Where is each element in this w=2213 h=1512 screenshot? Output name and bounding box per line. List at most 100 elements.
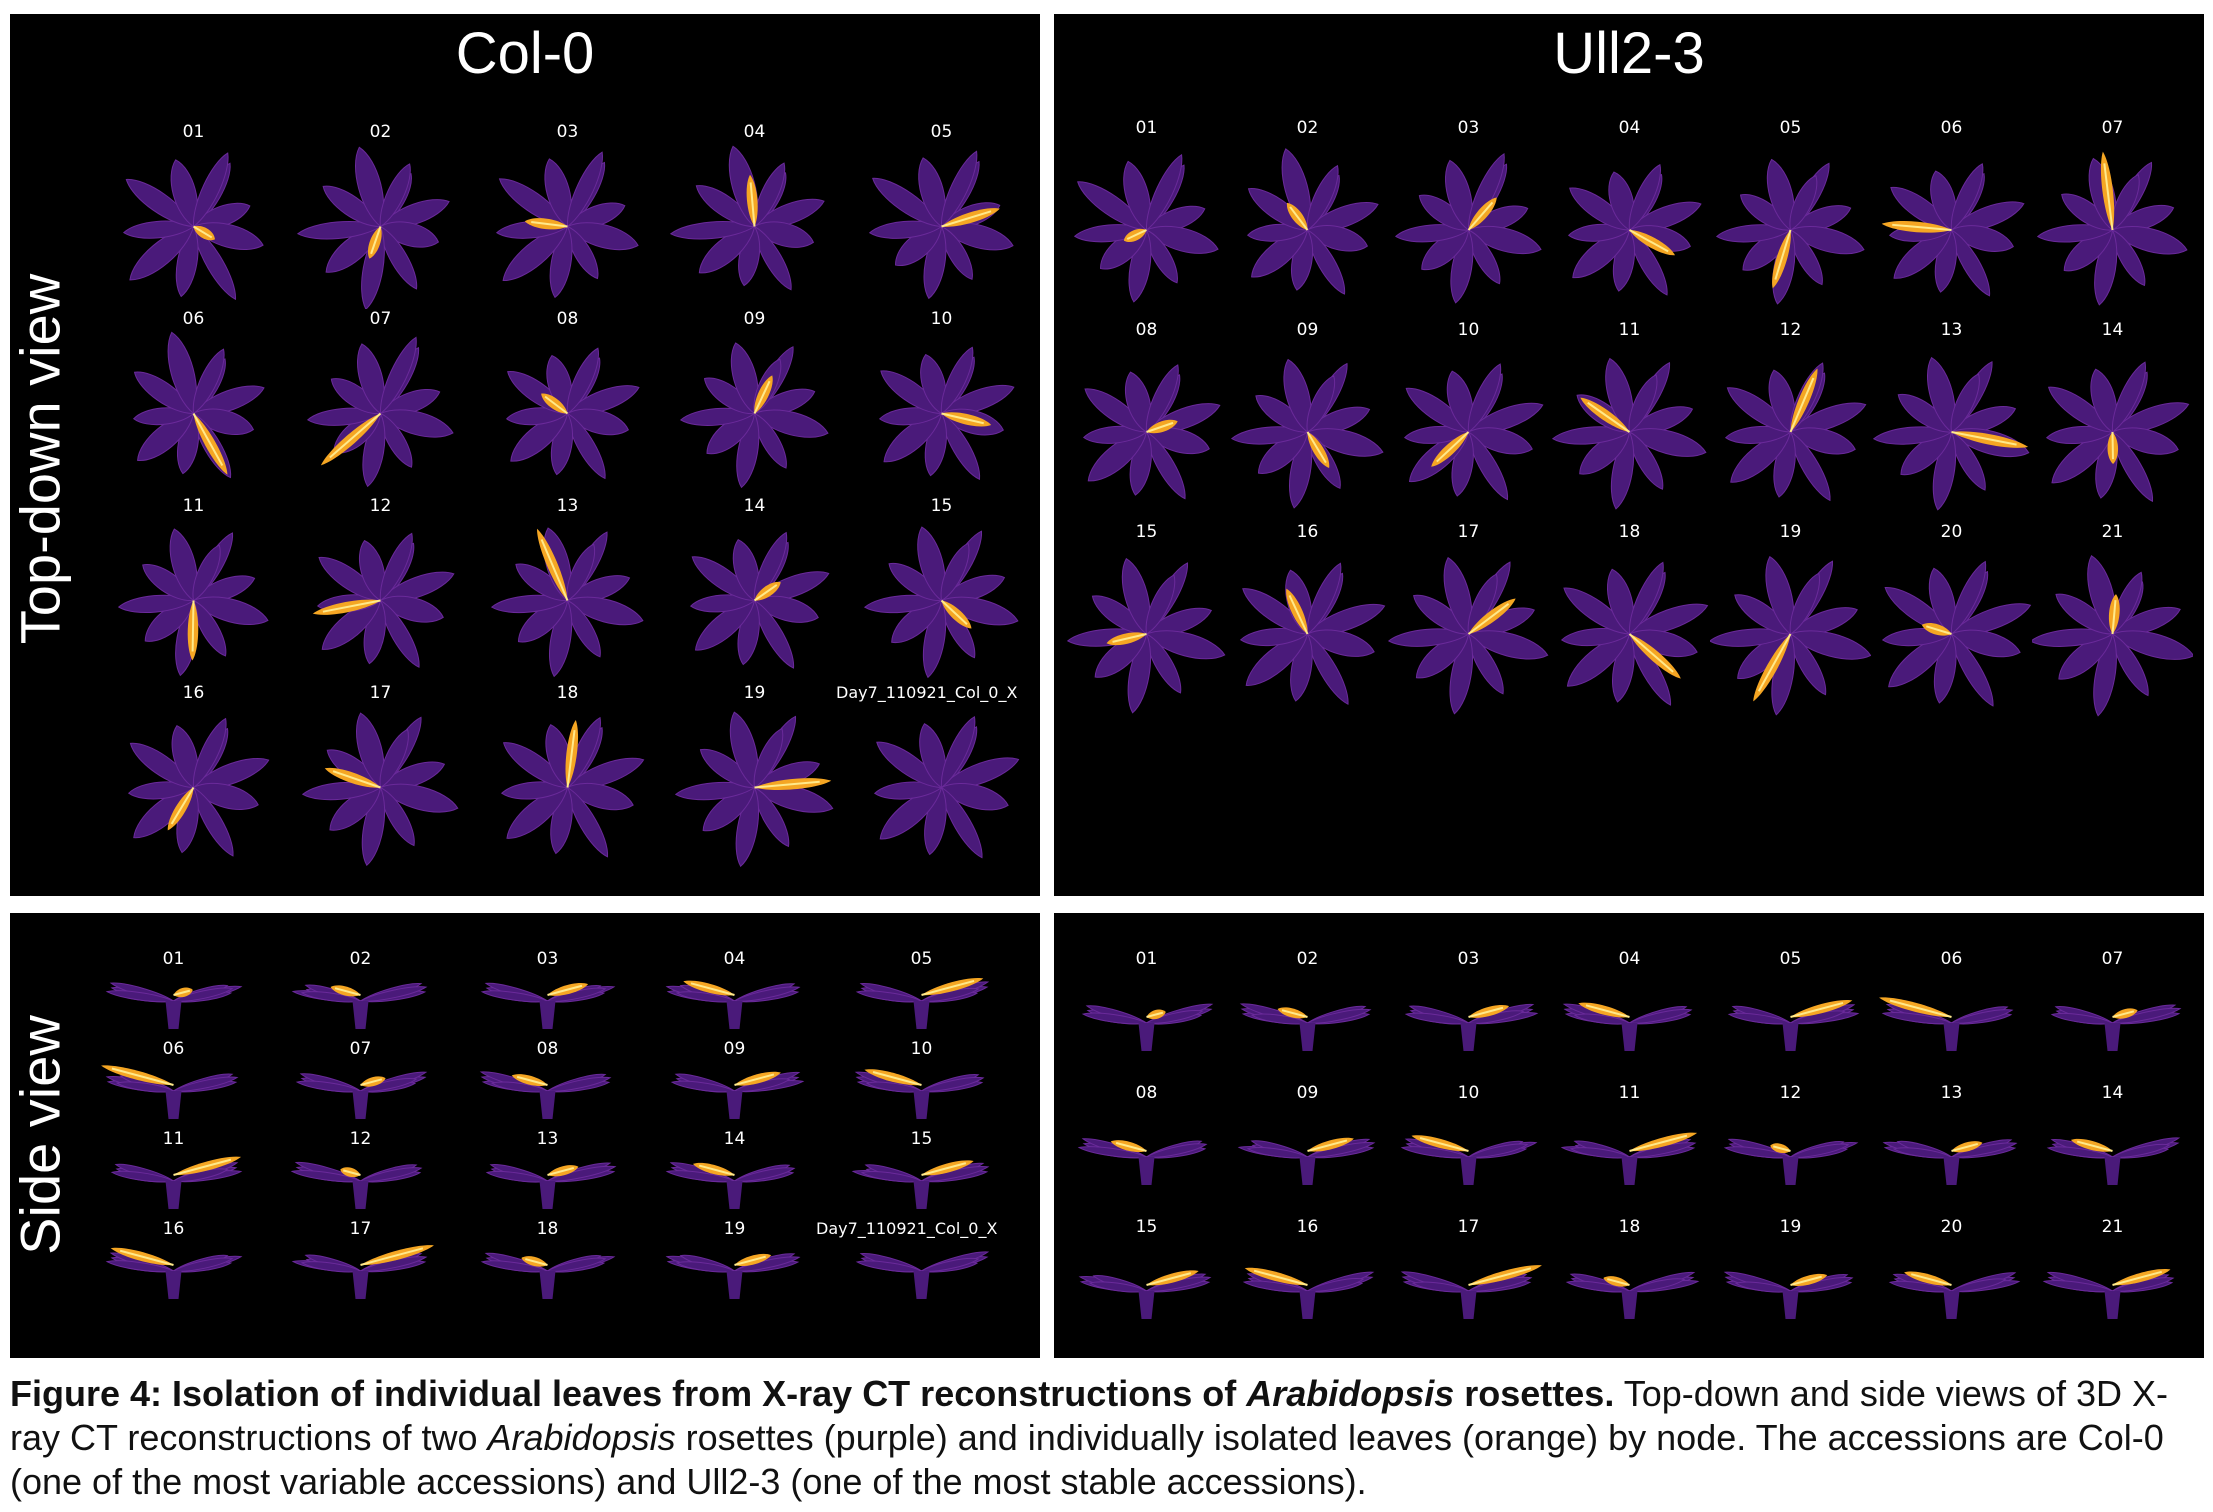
rosette-cell: 19 (661, 683, 848, 870)
node-label: 08 (454, 1039, 641, 1059)
rosette-image (1388, 1105, 1549, 1217)
caption-bold-suffix: rosettes. (1454, 1373, 1614, 1414)
rosette-cell: 03 (454, 949, 641, 1039)
node-label: 17 (267, 1219, 454, 1239)
node-label: 06 (100, 309, 287, 329)
rosette-stem (166, 1001, 182, 1029)
rosette-image (287, 331, 474, 496)
rosette-image (1710, 544, 1871, 724)
rosette-image (474, 518, 661, 683)
node-label: 17 (1388, 1217, 1549, 1237)
rosette-image (828, 1061, 1015, 1129)
rosette-cell: 17 (1388, 1217, 1549, 1351)
rosette-image (1066, 140, 1227, 320)
rosette-stem (727, 1001, 743, 1029)
node-label: 08 (1066, 320, 1227, 340)
rosette-image (1871, 342, 2032, 522)
rosette-stem (2105, 1023, 2121, 1051)
rosette-image (848, 705, 1035, 870)
node-label: 05 (1710, 949, 1871, 969)
rosette-image (848, 518, 1035, 683)
rosette-cell: 14 (2032, 320, 2193, 522)
rosette-cell: 17 (267, 1219, 454, 1309)
rosette-image (1549, 140, 1710, 320)
rosette-image (1388, 544, 1549, 724)
rosette-cell: 16 (80, 1219, 267, 1309)
rosette-stem (1944, 1291, 1960, 1319)
node-label: 09 (1227, 1083, 1388, 1103)
node-label: 11 (100, 496, 287, 516)
rosette-cell: 12 (287, 496, 474, 683)
rosette-image (1549, 971, 1710, 1083)
rosette-stem (727, 1181, 743, 1209)
node-label: 19 (661, 683, 848, 703)
ull23-side-panel: 01 02 03 04 05 06 07 08 09 10 11 12 13 14 15 16 17 18 19 20… (1054, 913, 2204, 1358)
node-label: 07 (2032, 949, 2193, 969)
highlighted-leaf-vein (193, 601, 194, 652)
col0-side-panel: Side view 01 02 03 04 05 06 07 08 09 10 11 12 13 14 15… (10, 913, 1040, 1358)
rosette-image (1549, 1105, 1710, 1217)
rosette-image (1871, 1105, 2032, 1217)
rosette-image (1549, 1239, 1710, 1351)
rosette-cell: 06 (1871, 118, 2032, 320)
node-label: 11 (80, 1129, 267, 1149)
node-label: 13 (474, 496, 661, 516)
rosette-image (454, 971, 641, 1039)
node-label: 10 (1388, 1083, 1549, 1103)
rosette-stem (1139, 1157, 1155, 1185)
node-label: 04 (1549, 949, 1710, 969)
rosette-cell: 01 (80, 949, 267, 1039)
node-label: 03 (474, 122, 661, 142)
rosette-stem (727, 1271, 743, 1299)
node-label: 16 (1227, 522, 1388, 542)
rosette-stem (1139, 1291, 1155, 1319)
node-label: 02 (1227, 118, 1388, 138)
node-label: 06 (80, 1039, 267, 1059)
rosette-cell: 09 (1227, 1083, 1388, 1217)
rosette-image (1066, 1105, 1227, 1217)
side-view-label: Side view (10, 1015, 73, 1255)
rosette-image (1388, 140, 1549, 320)
rosette-stem (1622, 1157, 1638, 1185)
node-label: 06 (1871, 949, 2032, 969)
rosette-image (1227, 1105, 1388, 1217)
rosette-cell: 11 (1549, 1083, 1710, 1217)
rosette-cell: 08 (1066, 1083, 1227, 1217)
node-label: 09 (1227, 320, 1388, 340)
rosette-cell: 10 (848, 309, 1035, 496)
rosette-image (661, 518, 848, 683)
rosette-stem (914, 1271, 930, 1299)
rosette-cell: 02 (1227, 949, 1388, 1083)
rosette-image (1388, 971, 1549, 1083)
node-label: 14 (2032, 320, 2193, 340)
rosette-stem (914, 1001, 930, 1029)
rosette-stem (166, 1181, 182, 1209)
rosette-image (1066, 342, 1227, 522)
rosette-cell: 17 (287, 683, 474, 870)
rosette-cell: 17 (1388, 522, 1549, 724)
rosette-image (1871, 544, 2032, 724)
node-label: 08 (474, 309, 661, 329)
figure-caption: Figure 4: Isolation of individual leaves… (10, 1372, 2205, 1504)
node-label: 07 (267, 1039, 454, 1059)
rosette-image (2032, 1239, 2193, 1351)
rosette-image (474, 331, 661, 496)
rosette-cell: 12 (1710, 320, 1871, 522)
node-label: 04 (1549, 118, 1710, 138)
node-label: 10 (828, 1039, 1015, 1059)
rosette-cell: 16 (1227, 522, 1388, 724)
rosette-image (1066, 544, 1227, 724)
ull23-top-down-panel: Ull2-3 01 02 03 04 05 06 07 08 09 10 11 12 13 14 15 16 1… (1054, 14, 2204, 896)
node-label: 17 (1388, 522, 1549, 542)
rosette-image (1710, 342, 1871, 522)
rosette-cell: 15 (828, 1129, 1015, 1219)
rosette-stem (1461, 1157, 1477, 1185)
rosette-image (661, 331, 848, 496)
node-label: 20 (1871, 522, 2032, 542)
rosette-stem (1461, 1291, 1477, 1319)
rosette-cell: 14 (2032, 1083, 2193, 1217)
rosette-image (661, 705, 848, 870)
rosette-image (1066, 971, 1227, 1083)
caption-bold-italic: Arabidopsis (1246, 1373, 1454, 1414)
caption-italic: Arabidopsis (488, 1417, 676, 1458)
